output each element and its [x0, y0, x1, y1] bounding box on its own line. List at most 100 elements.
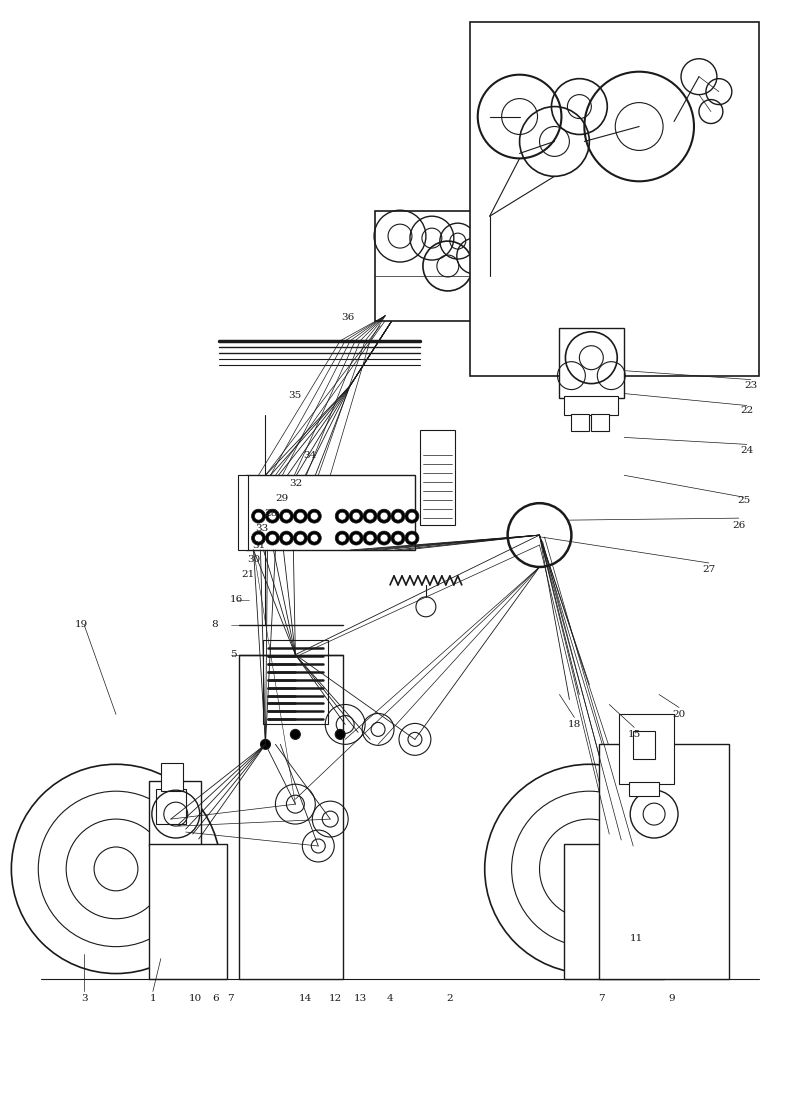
Text: 33: 33	[255, 524, 268, 533]
Text: 8: 8	[211, 620, 218, 629]
Text: 16: 16	[230, 595, 243, 604]
Bar	[149, 844, 226, 979]
Text: 7: 7	[598, 993, 605, 1004]
Bar	[630, 783, 659, 796]
Circle shape	[405, 531, 419, 545]
Circle shape	[269, 512, 277, 520]
Bar	[565, 844, 664, 979]
Circle shape	[363, 510, 377, 523]
Bar	[614, 789, 644, 824]
Circle shape	[349, 510, 363, 523]
Text: 11: 11	[630, 934, 643, 943]
Text: 1: 1	[150, 993, 156, 1004]
Bar	[607, 782, 659, 846]
Bar	[375, 211, 490, 321]
Circle shape	[391, 531, 405, 545]
Circle shape	[352, 534, 360, 542]
Text: 21: 21	[241, 571, 254, 580]
Circle shape	[251, 531, 266, 545]
Text: 18: 18	[568, 720, 581, 729]
Text: 5: 5	[230, 650, 237, 659]
Text: 35: 35	[289, 391, 302, 400]
Text: 34: 34	[304, 450, 317, 459]
Text: 19: 19	[74, 620, 88, 629]
Text: 10: 10	[189, 993, 202, 1004]
Circle shape	[408, 512, 416, 520]
Text: 12: 12	[329, 993, 342, 1004]
Text: 22: 22	[740, 406, 754, 415]
Circle shape	[366, 512, 374, 520]
Text: 15: 15	[627, 730, 641, 739]
Circle shape	[266, 531, 279, 545]
Text: 20: 20	[673, 710, 686, 719]
Circle shape	[338, 534, 346, 542]
Text: 32: 32	[290, 478, 303, 487]
Circle shape	[335, 510, 349, 523]
Circle shape	[307, 531, 322, 545]
Circle shape	[251, 510, 266, 523]
Bar	[149, 782, 201, 846]
Circle shape	[394, 534, 402, 542]
Text: 30: 30	[247, 555, 260, 564]
Bar	[161, 764, 182, 792]
Circle shape	[363, 531, 377, 545]
Bar	[591, 414, 610, 432]
Text: 13: 13	[354, 993, 366, 1004]
Bar	[619, 715, 674, 784]
Circle shape	[279, 510, 294, 523]
Text: 24: 24	[740, 446, 754, 455]
Text: 14: 14	[298, 993, 312, 1004]
Circle shape	[279, 531, 294, 545]
Circle shape	[282, 534, 290, 542]
Circle shape	[408, 534, 416, 542]
Text: 2: 2	[446, 993, 453, 1004]
Bar	[633, 731, 655, 759]
Text: 25: 25	[737, 496, 750, 505]
Text: 31: 31	[252, 541, 265, 550]
Circle shape	[335, 729, 345, 739]
Bar	[238, 655, 343, 979]
Circle shape	[380, 512, 388, 520]
Circle shape	[310, 512, 318, 520]
Text: 28: 28	[264, 508, 277, 517]
Bar	[238, 475, 247, 550]
Bar	[571, 414, 590, 432]
Circle shape	[269, 534, 277, 542]
Bar	[559, 328, 624, 398]
Circle shape	[394, 512, 402, 520]
Text: 27: 27	[702, 565, 715, 574]
Bar	[156, 789, 186, 824]
Circle shape	[307, 510, 322, 523]
Text: 23: 23	[744, 381, 758, 390]
Circle shape	[294, 510, 307, 523]
Bar	[470, 22, 758, 376]
Circle shape	[377, 531, 391, 545]
Bar	[565, 396, 618, 416]
Circle shape	[254, 534, 262, 542]
Circle shape	[352, 512, 360, 520]
Text: 3: 3	[81, 993, 87, 1004]
Circle shape	[405, 510, 419, 523]
Text: 6: 6	[212, 993, 219, 1004]
Text: 9: 9	[669, 993, 675, 1004]
Text: 7: 7	[227, 993, 234, 1004]
Circle shape	[254, 512, 262, 520]
Bar	[420, 430, 455, 525]
Circle shape	[296, 534, 304, 542]
Circle shape	[266, 510, 279, 523]
Text: 36: 36	[342, 313, 355, 322]
Circle shape	[261, 739, 270, 749]
Circle shape	[391, 510, 405, 523]
Circle shape	[294, 531, 307, 545]
Text: 29: 29	[276, 494, 289, 503]
Circle shape	[349, 531, 363, 545]
Text: 26: 26	[732, 521, 746, 530]
Circle shape	[290, 729, 300, 739]
Bar	[263, 640, 328, 725]
Circle shape	[366, 534, 374, 542]
Circle shape	[338, 512, 346, 520]
Circle shape	[296, 512, 304, 520]
Circle shape	[380, 534, 388, 542]
Text: 4: 4	[386, 993, 394, 1004]
Bar	[619, 764, 641, 792]
